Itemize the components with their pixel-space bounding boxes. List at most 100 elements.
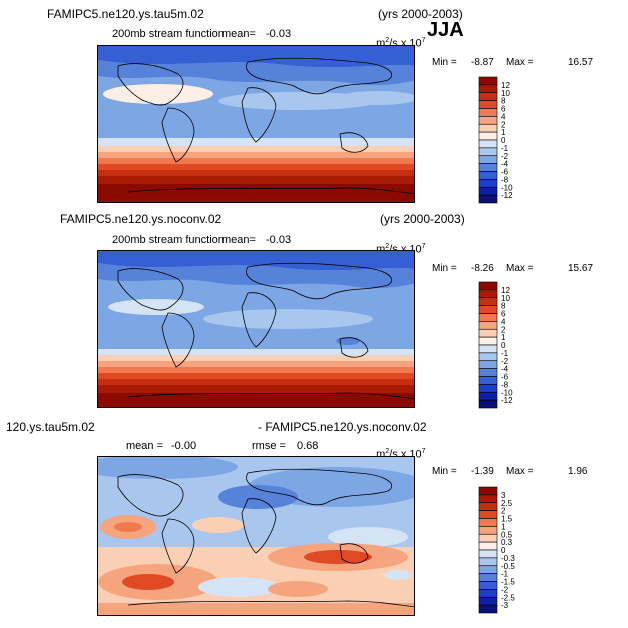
colorbar-swatch <box>478 384 498 393</box>
colorbar-swatch <box>478 589 498 598</box>
colorbar-level-label: 1 <box>501 522 506 531</box>
colorbar-swatch <box>478 171 498 180</box>
colorbar-level-label: 0 <box>501 546 506 555</box>
colorbar-swatch <box>478 565 498 574</box>
colorbar-swatch <box>478 147 498 157</box>
panel3-mean-value: -0.00 <box>171 440 197 452</box>
colorbar-level-label: -1.5 <box>501 578 515 587</box>
colorbar-swatch <box>478 376 498 385</box>
colorbar-level-label: 1 <box>501 128 506 137</box>
colorbar-level-label: -6 <box>501 168 509 177</box>
colorbar-swatch <box>478 573 498 582</box>
colorbar-swatch <box>478 533 498 543</box>
panel2-mean-value: -0.03 <box>266 234 292 246</box>
panel1-mean-label: mean= <box>222 28 256 40</box>
colorbar-level-label: 8 <box>501 302 506 311</box>
colorbar-swatch <box>478 486 498 496</box>
colorbar-swatch <box>478 186 498 196</box>
colorbar-level-label: -10 <box>501 388 513 397</box>
colorbar-swatch <box>478 368 498 377</box>
colorbar-level-label: 0.5 <box>501 530 513 539</box>
panel1-units: m2/s x 107 <box>376 37 426 50</box>
panel1-min-value: -8.87 <box>471 57 494 68</box>
colorbar-swatch <box>478 344 498 354</box>
colorbar-level-label: -10 <box>501 183 513 192</box>
colorbar-swatch <box>478 108 498 117</box>
colorbar-level-label: 2.5 <box>501 499 513 508</box>
colorbar-swatch <box>478 297 498 306</box>
colorbar-level-label: -0.5 <box>501 562 515 571</box>
colorbar-level-label: 0 <box>501 341 506 350</box>
colorbar-swatch <box>478 100 498 109</box>
colorbar-level-label: 12 <box>501 81 510 90</box>
colorbar-level-label: -2 <box>501 585 509 594</box>
colorbar-swatch <box>478 321 498 330</box>
colorbar-level-label: 8 <box>501 97 506 106</box>
colorbar-level-label: -8 <box>501 380 509 389</box>
colorbar-swatch <box>478 313 498 322</box>
panel2-max-value: 15.67 <box>568 263 594 274</box>
colorbar-swatch <box>478 510 498 519</box>
panel3-title-left: 120.ys.tau5m.02 <box>6 420 95 434</box>
colorbar-swatch <box>478 289 498 299</box>
panel2-max-label: Max = <box>506 263 534 274</box>
panel1-mean-value: -0.03 <box>266 28 292 40</box>
colorbar-swatch <box>478 526 498 535</box>
colorbar-level-label: 2 <box>501 507 506 516</box>
colorbar-swatch <box>478 596 498 606</box>
colorbar-swatch <box>478 399 498 409</box>
colorbar-level-label: 0 <box>501 136 506 145</box>
panel1-map <box>97 45 415 203</box>
season-label: JJA <box>427 19 464 41</box>
panel2-min-label: Min = <box>432 263 457 274</box>
colorbar-level-label: -6 <box>501 373 509 382</box>
colorbar-swatch <box>478 131 498 141</box>
colorbar-level-label: 4 <box>501 317 506 326</box>
panel1-min-label: Min = <box>432 57 457 68</box>
panel1-max-label: Max = <box>506 57 534 68</box>
panel3-min-label: Min = <box>432 466 457 477</box>
colorbar-swatch <box>478 541 498 551</box>
panel2-colorbar: 12 10 8 6 4 2 1 0 -1 -2 -4 -6 -8 -10 -12 <box>478 281 538 409</box>
colorbar-level-label: 3 <box>501 491 506 500</box>
panel3-min-value: -1.39 <box>471 466 494 477</box>
panel3-rmse-value: 0.68 <box>297 440 319 452</box>
colorbar-swatch <box>478 494 498 504</box>
colorbar-swatch <box>478 549 498 559</box>
colorbar-level-label: -3 <box>501 601 509 610</box>
panel1-years: (yrs 2000-2003) <box>378 7 463 21</box>
colorbar-level-label: 1 <box>501 333 506 342</box>
panel1-subtitle: 200mb stream function <box>112 28 224 40</box>
colorbar-swatch <box>478 139 498 149</box>
panel3-map <box>97 456 415 616</box>
colorbar-level-label: -12 <box>501 191 513 200</box>
colorbar-swatch <box>478 155 498 164</box>
colorbar-swatch <box>478 84 498 94</box>
colorbar-swatch <box>478 604 498 614</box>
colorbar-swatch <box>478 123 498 133</box>
panel3-max-value: 1.96 <box>568 466 588 477</box>
colorbar-level-label: -1 <box>501 349 509 358</box>
colorbar-level-label: 6 <box>501 105 506 114</box>
panel3-colorbar-svg: 32.521.510.50.30-0.3-0.5-1-1.5-2-2.5-3 <box>478 486 515 614</box>
colorbar-level-label: 2 <box>501 120 506 129</box>
panel3-title-right: - FAMIPC5.ne120.ys.noconv.02 <box>258 420 427 434</box>
colorbar-swatch <box>478 391 498 401</box>
colorbar-level-label: -2 <box>501 152 509 161</box>
colorbar-level-label: -0.3 <box>501 554 515 563</box>
colorbar-swatch <box>478 194 498 204</box>
colorbar-level-label: 2 <box>501 325 506 334</box>
colorbar-level-label: -8 <box>501 175 509 184</box>
panel2-min-value: -8.26 <box>471 263 494 274</box>
colorbar-level-label: 12 <box>501 286 510 295</box>
colorbar-swatch <box>478 557 498 567</box>
panel3-colorbar: 3 2.5 2 1.5 1 0.5 0.3 0 -0.3 -0.5 -1 -1.5 -2 -2.5 -3 <box>478 486 538 614</box>
colorbar-swatch <box>478 305 498 314</box>
colorbar-swatch <box>478 502 498 511</box>
colorbar-swatch <box>478 581 498 590</box>
colorbar-level-label: -2.5 <box>501 593 515 602</box>
colorbar-level-label: 1.5 <box>501 515 513 524</box>
panel2-mean-label: mean= <box>222 234 256 246</box>
colorbar-level-label: -1 <box>501 144 509 153</box>
